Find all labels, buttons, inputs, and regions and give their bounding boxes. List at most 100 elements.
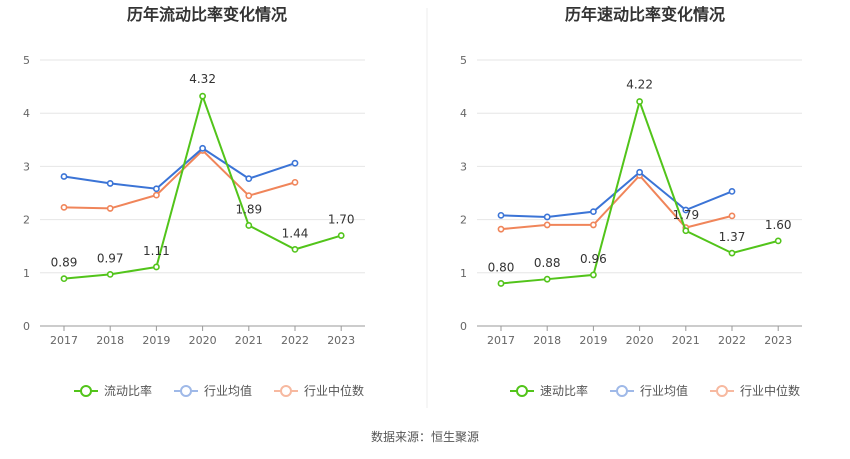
data-point — [543, 275, 551, 283]
legend-label: 行业中位数 — [740, 383, 800, 398]
x-tick-label: 2023 — [327, 334, 355, 347]
data-point — [245, 192, 253, 200]
data-point — [291, 245, 299, 253]
series-line-2 — [63, 147, 296, 190]
data-point — [106, 180, 114, 187]
data-point — [682, 206, 690, 214]
data-point — [728, 249, 736, 257]
legend-label: 速动比率 — [540, 383, 588, 398]
y-tick-label: 1 — [23, 267, 30, 280]
data-point — [152, 191, 160, 199]
data-point — [636, 168, 643, 176]
y-tick-label: 4 — [23, 107, 30, 120]
legend-marker — [516, 385, 528, 397]
x-tick-label: 2019 — [579, 334, 607, 347]
data-point — [245, 222, 253, 229]
data-point — [337, 232, 345, 239]
series-line-3 — [63, 149, 296, 210]
y-tick-label: 5 — [460, 54, 467, 67]
x-tick-label: 2023 — [764, 334, 792, 347]
data-label: 1.70 — [328, 213, 355, 227]
x-tick-label: 2021 — [672, 334, 700, 347]
chart-1: 历年流动比率变化情况 0 1 2 3 4 5 2017 2018 2019 2020 2021 2022… — [23, 5, 365, 398]
data-point — [199, 144, 206, 152]
data-label: 1.11 — [143, 244, 170, 258]
data-label: 0.80 — [488, 260, 515, 274]
data-point — [543, 221, 551, 229]
data-label: 1.79 — [672, 208, 699, 222]
x-tick-label: 2019 — [142, 334, 170, 347]
data-point — [60, 203, 68, 211]
y-tick-label: 0 — [23, 320, 30, 333]
data-label: 0.88 — [534, 256, 561, 270]
y-tick-label: 0 — [460, 320, 467, 333]
x-tick-label: 2017 — [487, 334, 515, 347]
data-point — [774, 237, 782, 245]
legend-marker — [716, 385, 728, 397]
data-label: 0.97 — [97, 251, 124, 265]
data-point — [728, 188, 736, 195]
data-point — [60, 173, 68, 180]
legend-item-3: 行业中位数 — [710, 383, 800, 398]
data-point — [497, 211, 505, 219]
legend-label: 行业均值 — [204, 383, 252, 398]
legend-item-2: 行业均值 — [610, 383, 688, 398]
data-label: 0.89 — [51, 256, 78, 270]
legend-item-2: 行业均值 — [174, 383, 252, 398]
legend-label: 行业均值 — [640, 383, 688, 398]
legend-label: 行业中位数 — [304, 383, 364, 398]
data-source-note: 数据来源：恒生聚源 — [370, 430, 479, 444]
data-label: 1.44 — [282, 226, 309, 240]
y-tick-label: 1 — [460, 267, 467, 280]
data-label: 0.96 — [580, 252, 607, 266]
y-tick-label: 2 — [23, 214, 30, 227]
data-point — [497, 280, 505, 287]
data-point — [291, 178, 299, 186]
data-label: 1.89 — [235, 202, 262, 216]
legend-item-3: 行业中位数 — [274, 383, 364, 398]
y-tick-label: 2 — [460, 214, 467, 227]
x-tick-label: 2017 — [50, 334, 78, 347]
charts-canvas: 历年流动比率变化情况 0 1 2 3 4 5 2017 2018 2019 2020 2021 2022… — [23, 5, 802, 408]
data-point — [291, 159, 299, 167]
data-label: 1.37 — [719, 230, 746, 244]
data-point — [152, 263, 160, 271]
x-tick-label: 2022 — [718, 334, 746, 347]
legend-marker — [80, 385, 92, 397]
y-tick-label: 3 — [23, 160, 30, 173]
data-label: 4.32 — [189, 72, 216, 86]
y-tick-label: 5 — [23, 54, 30, 67]
legend-marker — [616, 385, 628, 397]
data-point — [199, 92, 206, 100]
data-point — [106, 205, 114, 212]
legend-item-1: 速动比率 — [510, 383, 588, 398]
legend-marker — [180, 385, 192, 397]
chart-title: 历年速动比率变化情况 — [565, 5, 725, 24]
x-tick-label: 2020 — [189, 334, 217, 347]
data-point — [60, 275, 68, 283]
data-point — [728, 212, 736, 220]
data-point — [590, 221, 597, 229]
x-tick-label: 2022 — [281, 334, 309, 347]
data-point — [106, 270, 114, 278]
y-tick-label: 4 — [460, 107, 467, 120]
data-point — [497, 225, 505, 233]
data-point — [590, 208, 597, 216]
data-point — [682, 227, 690, 235]
data-point — [636, 98, 643, 105]
legend-item-1: 流动比率 — [74, 383, 152, 398]
legend-marker — [280, 385, 292, 397]
data-point — [245, 175, 253, 183]
series-line-3 — [500, 173, 733, 231]
x-tick-label: 2021 — [235, 334, 263, 347]
chart-2: 历年速动比率变化情况 0 1 2 3 4 5 2017 2018 2019 2020 2021 2022… — [460, 5, 802, 398]
data-label: 4.22 — [626, 77, 653, 91]
x-tick-label: 2018 — [96, 334, 124, 347]
legend-label: 流动比率 — [104, 383, 152, 398]
data-point — [152, 185, 160, 193]
chart-title: 历年流动比率变化情况 — [127, 5, 287, 24]
data-label: 1.60 — [765, 218, 792, 232]
data-point — [543, 213, 551, 221]
x-tick-label: 2018 — [533, 334, 561, 347]
